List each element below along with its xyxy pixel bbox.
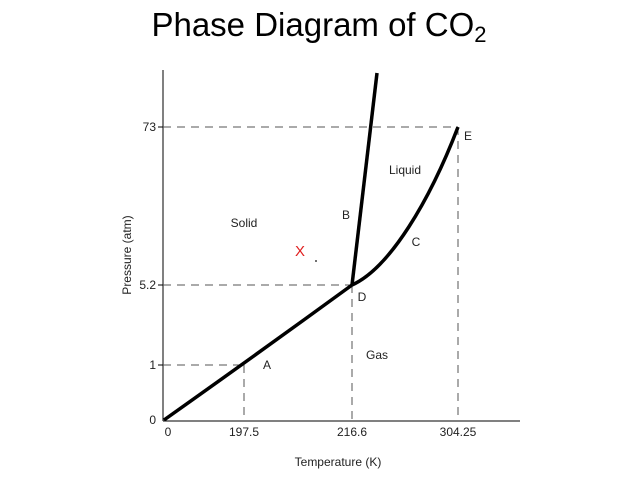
x-tick-label-216-6: 216.6: [337, 425, 367, 439]
y-tick-label-1: 1: [149, 358, 156, 372]
point-label-c: C: [412, 235, 421, 249]
point-label-d: D: [358, 290, 367, 304]
point-label-a: A: [263, 358, 271, 372]
y-tick-label-73: 73: [143, 120, 157, 134]
curve-vaporization: [351, 126, 460, 287]
y-tick-label-0: 0: [149, 413, 156, 427]
page-title: Phase Diagram of CO2: [0, 6, 638, 48]
curve-sublimation: [162, 283, 354, 422]
y-axis-label: Pressure (atm): [120, 215, 134, 294]
x-axis-label: Temperature (K): [295, 455, 382, 469]
point-label-b: B: [342, 208, 350, 222]
marker-x: X: [295, 243, 305, 260]
region-label-solid: Solid: [231, 216, 258, 230]
point-label-e: E: [464, 129, 472, 143]
marker-dot: [315, 260, 317, 262]
x-tick-label-197-5: 197.5: [229, 425, 259, 439]
title-subscript: 2: [474, 22, 487, 47]
region-label-gas: Gas: [366, 348, 388, 362]
curve-melting: [350, 72, 379, 286]
title-text: Phase Diagram of CO: [151, 6, 475, 43]
x-tick-label-0: 0: [165, 425, 172, 439]
y-tick-label-5-2: 5.2: [139, 278, 156, 292]
x-tick-label-304-25: 304.25: [440, 425, 477, 439]
region-label-liquid: Liquid: [389, 163, 421, 177]
